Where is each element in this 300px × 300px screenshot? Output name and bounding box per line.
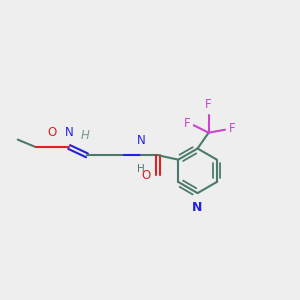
Text: F: F bbox=[205, 98, 212, 111]
Text: N: N bbox=[65, 126, 74, 139]
Text: O: O bbox=[47, 126, 56, 139]
Text: F: F bbox=[229, 122, 235, 135]
Text: H: H bbox=[137, 164, 145, 174]
Text: H: H bbox=[81, 129, 90, 142]
Text: N: N bbox=[192, 200, 203, 214]
Text: O: O bbox=[142, 169, 151, 182]
Text: F: F bbox=[184, 117, 190, 130]
Text: N: N bbox=[137, 134, 146, 147]
